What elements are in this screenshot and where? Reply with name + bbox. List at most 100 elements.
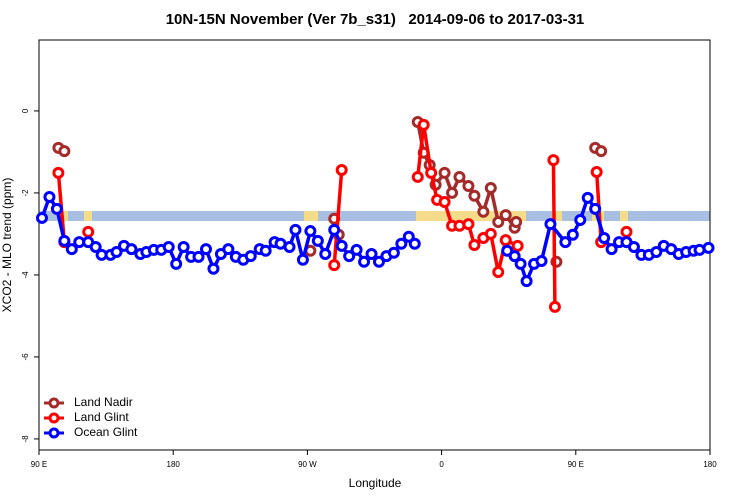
data-point: [170, 257, 183, 270]
data-point: [499, 234, 512, 247]
data-point: [547, 154, 560, 167]
data-point: [328, 223, 341, 236]
data-point: [535, 254, 548, 267]
data-point: [350, 243, 363, 256]
data-point: [501, 244, 514, 257]
data-point: [335, 239, 348, 252]
data-point: [595, 145, 608, 158]
data-point: [702, 241, 715, 254]
data-point: [492, 216, 505, 229]
data-point: [620, 225, 633, 238]
data-point: [510, 216, 523, 229]
data-point: [387, 246, 400, 259]
data-point: [52, 166, 65, 179]
surface-strip: [39, 211, 710, 221]
land-strip: [620, 211, 628, 221]
data-point: [548, 300, 561, 313]
x-tick-label: 90 W: [298, 460, 317, 469]
data-point: [402, 230, 415, 243]
data-point: [581, 191, 594, 204]
x-tick-label: 180: [703, 460, 717, 469]
data-point: [319, 248, 332, 261]
data-point: [477, 205, 490, 218]
data-point: [311, 234, 324, 247]
data-point: [462, 218, 475, 231]
chart-title: 10N-15N November (Ver 7b_s31) 2014-09-06…: [166, 11, 585, 28]
data-point: [177, 241, 190, 254]
data-point: [511, 239, 524, 252]
data-point: [589, 202, 602, 215]
data-point: [222, 243, 235, 256]
data-point: [520, 275, 533, 288]
y-tick-label: 0: [21, 108, 30, 113]
data-point: [438, 195, 451, 208]
legend-marker: [48, 397, 60, 409]
data-point: [110, 245, 123, 258]
data-point: [82, 225, 95, 238]
ocean-strip: [39, 211, 710, 221]
x-axis-label: Longitude: [349, 476, 402, 490]
data-point: [65, 243, 78, 256]
x-tick-label: 90 E: [31, 460, 47, 469]
data-point: [574, 213, 587, 226]
data-point: [627, 241, 640, 254]
data-point: [408, 237, 421, 250]
data-point: [598, 232, 611, 245]
data-point: [484, 182, 497, 195]
data-point: [207, 262, 220, 275]
data-point: [499, 209, 512, 222]
data-point: [544, 218, 557, 231]
legend-label: Land Glint: [74, 410, 129, 424]
data-point: [296, 253, 309, 266]
land-strip: [84, 211, 92, 221]
data-point: [372, 255, 385, 268]
x-tick-label: 180: [167, 460, 181, 469]
data-point: [328, 259, 341, 272]
data-point: [453, 170, 466, 183]
data-point: [438, 166, 451, 179]
data-point: [283, 241, 296, 254]
land-strip: [304, 211, 318, 221]
data-point: [365, 248, 378, 261]
y-tick-label: -6: [21, 353, 30, 361]
data-point: [395, 237, 408, 250]
data-point: [192, 250, 205, 263]
legend-marker: [48, 427, 60, 439]
land-strip: [416, 211, 526, 221]
y-tick-label: -8: [21, 435, 30, 443]
x-tick-label: 90 E: [568, 460, 584, 469]
data-point: [411, 170, 424, 183]
data-point: [244, 250, 257, 263]
x-tick-label: 0: [439, 460, 444, 469]
data-point: [200, 243, 213, 256]
data-point: [304, 225, 317, 238]
data-point: [462, 179, 475, 192]
data-point: [508, 250, 521, 263]
data-point: [566, 228, 579, 241]
data-point: [468, 189, 481, 202]
data-point: [89, 241, 102, 254]
data-point: [425, 166, 438, 179]
data-point: [162, 241, 175, 254]
y-tick-label: -4: [21, 271, 30, 279]
series-line: [551, 160, 557, 307]
land-strip: [552, 211, 562, 221]
data-point: [446, 186, 459, 199]
data-point: [35, 211, 48, 224]
data-point: [514, 257, 527, 270]
data-point: [492, 266, 505, 279]
data-point: [605, 243, 618, 256]
data-point: [125, 243, 138, 256]
data-point: [650, 245, 663, 258]
data-point: [50, 202, 63, 215]
data-point: [358, 255, 371, 268]
series-line: [332, 169, 344, 266]
y-tick-label: -2: [21, 189, 30, 197]
legend-label: Ocean Glint: [74, 425, 138, 439]
y-axis-label: XCO2 - MLO trend (ppm): [0, 178, 14, 313]
data-point: [590, 166, 603, 179]
legend-label: Land Nadir: [74, 395, 133, 409]
legend-marker: [48, 412, 60, 424]
data-point: [468, 239, 481, 251]
